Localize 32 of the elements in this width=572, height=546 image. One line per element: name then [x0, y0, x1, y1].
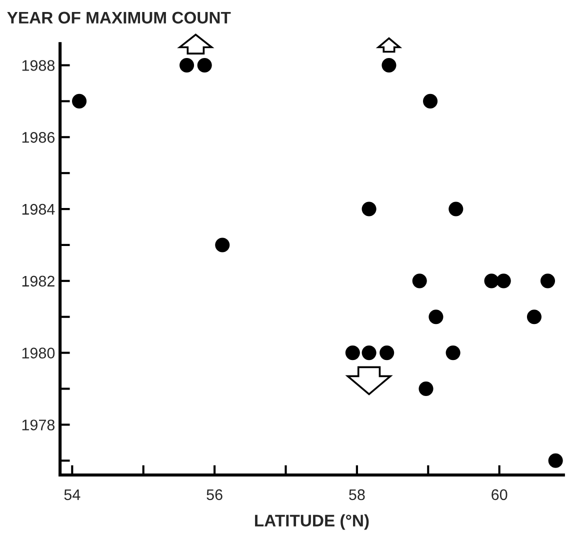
point [72, 94, 87, 108]
x-tick-label: 56 [206, 489, 222, 500]
point [418, 381, 434, 396]
y-tick-label: 1978 [22, 420, 55, 430]
point [496, 274, 511, 288]
point [197, 58, 212, 73]
x-tick-label: 54 [64, 489, 80, 500]
point [548, 453, 563, 468]
point [180, 58, 194, 73]
point [423, 94, 438, 108]
point [380, 346, 394, 360]
point [362, 202, 376, 216]
y-tick-label: 1988 [22, 60, 55, 71]
x-tick-label: 60 [492, 489, 508, 500]
y-tick-label: 1982 [22, 276, 54, 287]
x-tick-label: 58 [349, 489, 365, 500]
point [446, 346, 460, 360]
point [345, 346, 360, 360]
point [428, 310, 444, 324]
point [362, 346, 376, 360]
y-tick-label: 1986 [22, 132, 55, 143]
x-axis-title: LATITUDE (°N) [255, 514, 369, 530]
point [484, 274, 499, 288]
y-tick-label: 1984 [22, 204, 55, 215]
point [540, 274, 556, 288]
point [526, 310, 542, 324]
point [448, 202, 464, 216]
y-tick-label: 1980 [22, 348, 55, 358]
point [215, 238, 230, 252]
y-axis-title: YEAR OF MAXIMUM COUNT [7, 12, 231, 24]
point [412, 274, 427, 288]
point [382, 58, 396, 73]
